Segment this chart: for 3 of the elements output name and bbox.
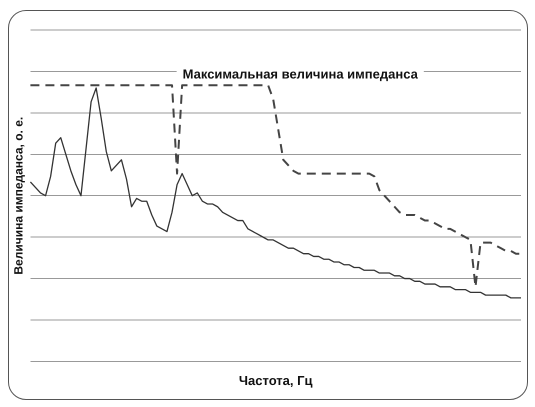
- y-axis-title: Величина импеданса, о. е.: [12, 116, 26, 275]
- x-axis-title: Частота, Гц: [238, 372, 312, 388]
- text: Максимальная величина импеданса: [182, 66, 419, 82]
